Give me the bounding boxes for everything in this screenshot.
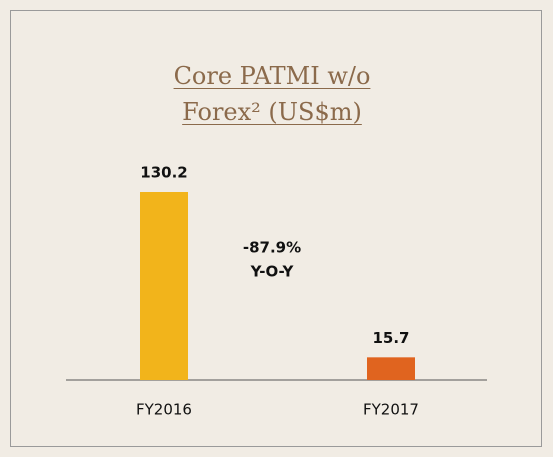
annotation: -87.9% <box>243 239 301 257</box>
x-tick-label: FY2016 <box>136 401 192 419</box>
annotation: Y-O-Y <box>250 263 295 281</box>
x-tick-label: FY2017 <box>363 401 419 419</box>
value-label: 15.7 <box>372 329 409 347</box>
bar <box>140 192 188 380</box>
chart-title: Core PATMI w/o Forex² (US$m) <box>173 62 371 126</box>
value-label: 130.2 <box>140 164 187 182</box>
frame <box>10 10 542 447</box>
bar <box>367 357 415 380</box>
